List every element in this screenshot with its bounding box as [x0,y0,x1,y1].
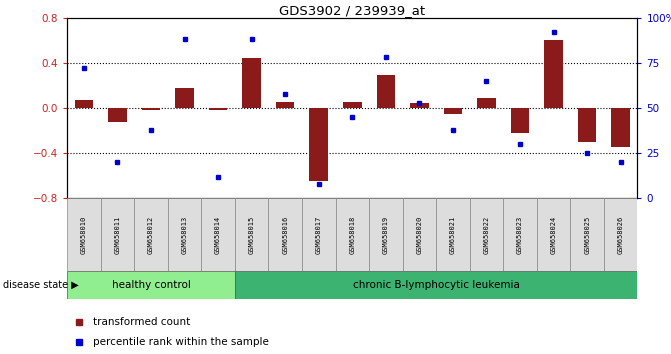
Text: GSM658026: GSM658026 [618,215,623,254]
Text: GSM658025: GSM658025 [584,215,590,254]
Text: GSM658019: GSM658019 [383,215,389,254]
Bar [268,198,302,271]
Bar [134,198,168,271]
Bar [470,198,503,271]
Bar [209,108,227,110]
Bar [276,102,295,108]
Text: GSM658010: GSM658010 [81,215,87,254]
Bar [444,108,462,114]
Bar [436,198,470,271]
Bar [74,100,93,108]
Bar [611,108,630,148]
Text: disease state ▶: disease state ▶ [3,280,79,290]
Text: GSM658017: GSM658017 [316,215,321,254]
Bar [302,198,336,271]
Bar [477,98,496,108]
Bar [235,198,268,271]
Bar [376,75,395,108]
Bar [67,271,235,299]
Text: percentile rank within the sample: percentile rank within the sample [93,337,268,348]
Bar [511,108,529,133]
Bar [578,108,597,142]
Bar [101,198,134,271]
Bar [369,198,403,271]
Text: GSM658018: GSM658018 [350,215,355,254]
Bar [604,198,637,271]
Text: GSM658020: GSM658020 [417,215,422,254]
Text: chronic B-lymphocytic leukemia: chronic B-lymphocytic leukemia [353,280,519,290]
Bar [235,271,637,299]
Text: transformed count: transformed count [93,317,190,327]
Text: GSM658013: GSM658013 [182,215,187,254]
Text: GSM658015: GSM658015 [249,215,254,254]
Text: GSM658016: GSM658016 [282,215,288,254]
Bar [336,198,369,271]
Text: GSM658022: GSM658022 [484,215,489,254]
Text: GSM658011: GSM658011 [115,215,120,254]
Bar [343,102,362,108]
Bar [67,198,101,271]
Bar [108,108,127,121]
Bar [175,88,194,108]
Bar [570,198,604,271]
Bar [142,108,160,110]
Text: GSM658023: GSM658023 [517,215,523,254]
Text: GSM658014: GSM658014 [215,215,221,254]
Text: GSM658012: GSM658012 [148,215,154,254]
Bar [403,198,436,271]
Bar [544,40,563,108]
Bar [309,108,328,181]
Bar [242,58,261,108]
Bar [410,103,429,108]
Text: healthy control: healthy control [111,280,191,290]
Text: GSM658021: GSM658021 [450,215,456,254]
Bar [537,198,570,271]
Text: GSM658024: GSM658024 [551,215,556,254]
Bar [168,198,201,271]
Bar [503,198,537,271]
Bar [201,198,235,271]
Title: GDS3902 / 239939_at: GDS3902 / 239939_at [279,4,425,17]
